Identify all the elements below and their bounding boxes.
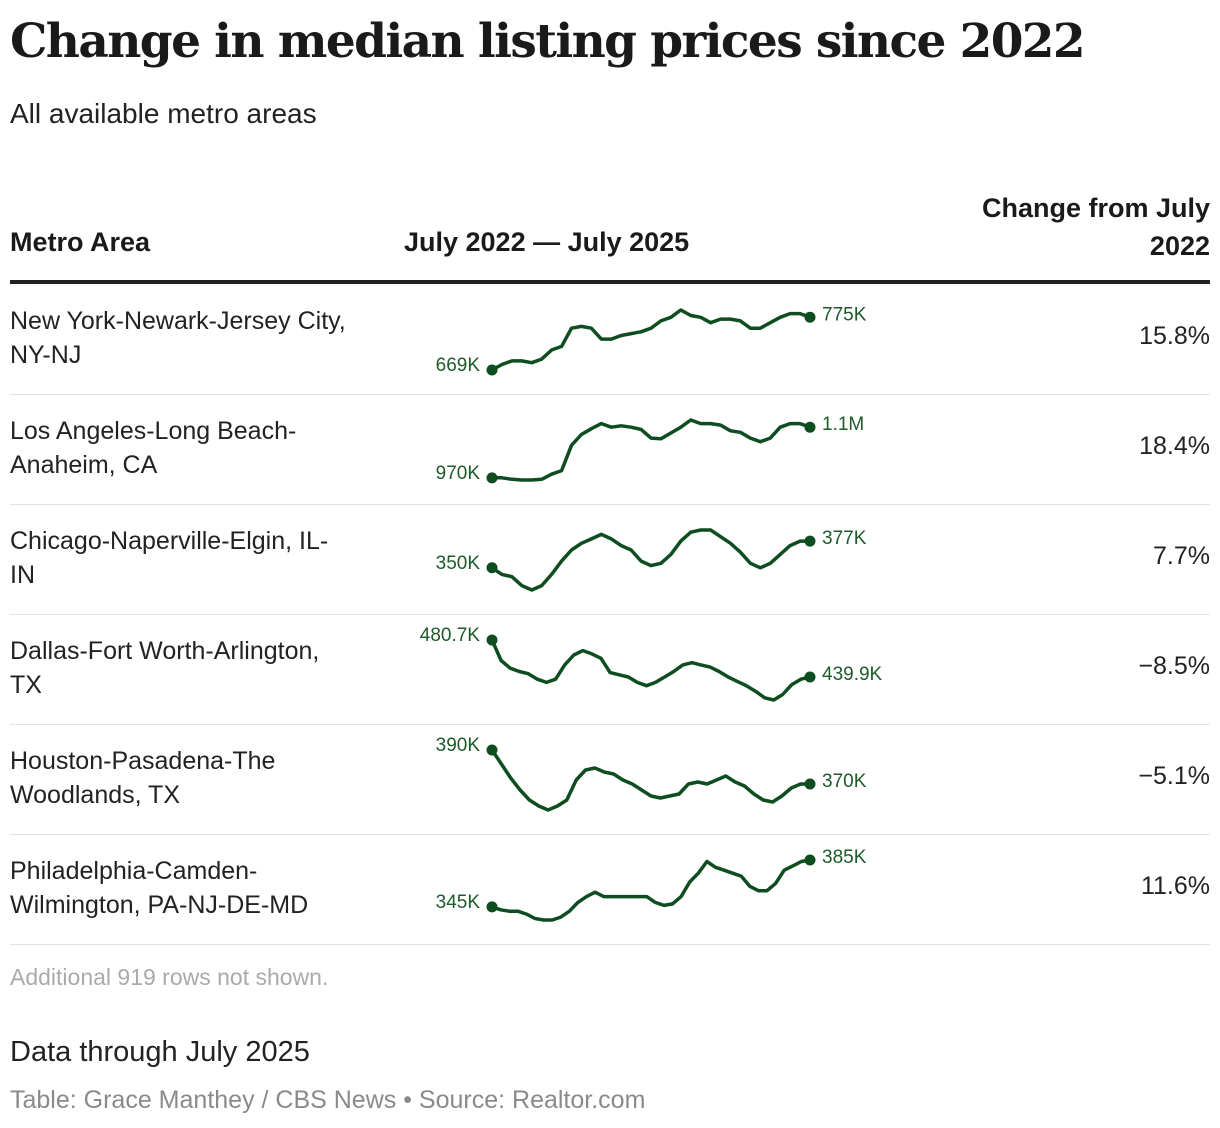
sparkline-end-dot (804, 854, 816, 866)
sparkline-start-label: 390K (436, 735, 481, 756)
sparkline-path (490, 858, 812, 922)
table-row: Philadelphia-Camden-Wilmington, PA-NJ-DE… (10, 834, 1210, 945)
sparkline-start-dot (486, 472, 498, 484)
sparkline-path (490, 308, 812, 372)
sparkline-start-label: 350K (436, 553, 481, 574)
sparkline-path (490, 638, 812, 702)
sparkline-end-label: 370K (822, 771, 867, 792)
sparkline-end-label: 385K (822, 847, 867, 868)
page-title: Change in median listing prices since 20… (10, 14, 1086, 69)
sparkline: 480.7K 439.9K (420, 625, 883, 702)
sparkline-start-label: 669K (436, 355, 481, 376)
sparkline-start-label: 970K (436, 463, 481, 484)
rows-not-shown-note: Additional 919 rows not shown. (10, 964, 329, 990)
sparkline-start-dot (486, 744, 498, 756)
sparkline: 345K 385K (436, 847, 867, 922)
metro-name: Houston-Pasadena-The Woodlands, TX (10, 747, 276, 809)
page-subtitle: All available metro areas (10, 98, 317, 129)
sparkline-end-dot (804, 535, 816, 547)
sparkline-path (490, 418, 812, 482)
change-value: −8.5% (1138, 652, 1210, 680)
sparkline-end-label: 775K (822, 304, 867, 325)
sparkline-path (490, 528, 812, 592)
table-row: Dallas-Fort Worth-Arlington, TX −8.5% 480.… (10, 614, 1210, 725)
table-row: Los Angeles-Long Beach-Anaheim, CA 18.4% 9… (10, 394, 1210, 505)
metro-name: Los Angeles-Long Beach-Anaheim, CA (10, 417, 297, 479)
sparkline-start-dot (486, 364, 498, 376)
column-header-metro: Metro Area (10, 227, 151, 257)
change-value: 15.8% (1139, 322, 1210, 350)
metro-name: Dallas-Fort Worth-Arlington, TX (10, 637, 320, 699)
change-value: 11.6% (1140, 872, 1210, 900)
source-credit: Table: Grace Manthey / CBS News • Source… (10, 1086, 646, 1114)
sparkline-end-dot (804, 671, 816, 683)
sparkline-path (490, 748, 812, 812)
sparkline-end-label: 1.1M (822, 414, 864, 435)
change-value: 7.7% (1153, 542, 1210, 570)
data-through-note: Data through July 2025 (10, 1036, 310, 1068)
table-row: Chicago-Naperville-Elgin, IL-IN 7.7% 350K 3… (10, 504, 1210, 615)
sparkline-start-label: 480.7K (420, 625, 481, 646)
column-header-change-line2: 2022 (1149, 231, 1210, 261)
sparkline: 669K 775K (436, 304, 867, 376)
sparkline: 350K 377K (436, 528, 867, 592)
sparkline-start-label: 345K (436, 892, 481, 913)
sparkline-end-dot (804, 311, 816, 323)
metro-name: New York-Newark-Jersey City, NY-NJ (10, 307, 346, 369)
metro-name: Philadelphia-Camden-Wilmington, PA-NJ-DE… (10, 857, 309, 919)
change-value: −5.1% (1138, 762, 1210, 790)
sparkline-end-label: 439.9K (822, 664, 883, 685)
sparkline: 970K 1.1M (436, 414, 865, 484)
metro-name: Chicago-Naperville-Elgin, IL-IN (10, 527, 329, 589)
column-header-change-line1: Change from July (981, 193, 1210, 223)
header-divider (10, 280, 1210, 284)
column-header-change: Change from July 2022 (890, 189, 1210, 265)
table-row: Houston-Pasadena-The Woodlands, TX −5.1% 3… (10, 724, 1210, 835)
sparkline-end-dot (804, 421, 816, 433)
sparkline: 390K 370K (436, 735, 867, 812)
sparkline-end-dot (804, 778, 816, 790)
table-row: New York-Newark-Jersey City, NY-NJ 15.8% 6… (10, 284, 1210, 395)
sparkline-end-label: 377K (822, 528, 867, 549)
sparkline-start-dot (486, 562, 498, 574)
column-header-trend: July 2022 — July 2025 (404, 227, 690, 257)
sparkline-start-dot (486, 634, 498, 646)
change-value: 18.4% (1139, 432, 1210, 460)
sparkline-start-dot (486, 901, 498, 913)
